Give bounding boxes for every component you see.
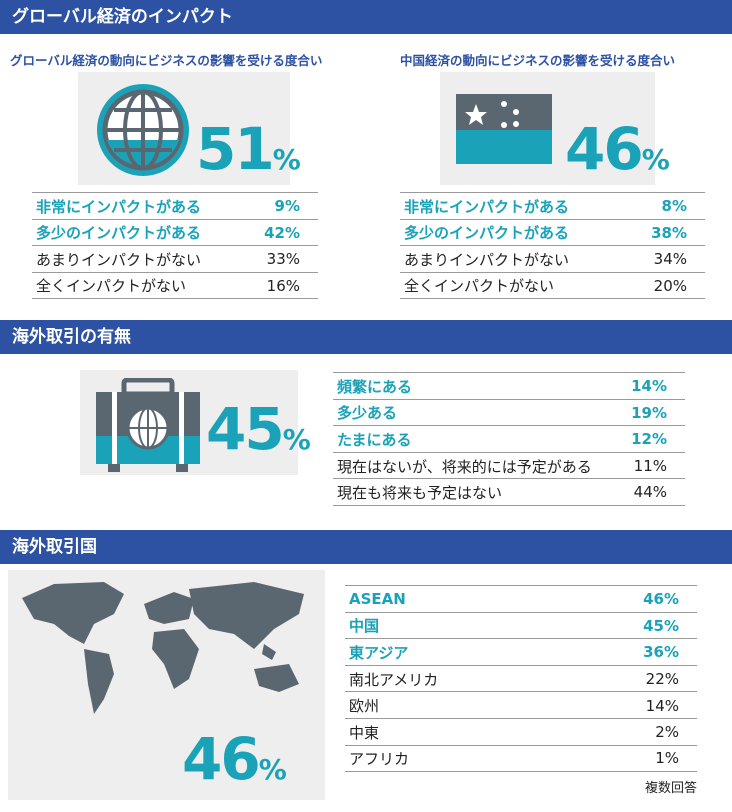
row-label: 全くインパクトがない bbox=[36, 277, 187, 296]
row-label: 中国 bbox=[349, 617, 380, 636]
row-label: アフリカ bbox=[349, 749, 410, 768]
table-row: 中国 45% bbox=[345, 611, 697, 640]
stat-number: 51 bbox=[196, 115, 275, 183]
row-label: 非常にインパクトがある bbox=[36, 197, 202, 216]
subtitle: グローバル経済の動向にビジネスの影響を受ける度合い bbox=[10, 53, 323, 68]
row-label: ASEAN bbox=[349, 590, 406, 609]
row-label: 欧州 bbox=[349, 697, 380, 716]
table-row: 中東 2% bbox=[345, 718, 697, 746]
row-value: 19% bbox=[631, 403, 667, 422]
table-row: 非常にインパクトがある 9% bbox=[32, 192, 318, 220]
row-value: 33% bbox=[266, 250, 300, 269]
row-label: 非常にインパクトがある bbox=[404, 197, 570, 216]
table-row: たまにある 12% bbox=[333, 425, 685, 453]
table-row: アフリカ 1% bbox=[345, 744, 697, 773]
table-row: 多少のインパクトがある 38% bbox=[400, 218, 705, 247]
table-row: あまりインパクトがない 34% bbox=[400, 245, 705, 273]
row-value: 38% bbox=[651, 223, 687, 242]
big-stat: 46% bbox=[182, 730, 287, 788]
big-stat: 51% bbox=[196, 120, 301, 178]
row-value: 36% bbox=[643, 643, 679, 662]
big-stat: 46% bbox=[565, 120, 670, 178]
row-value: 44% bbox=[633, 483, 667, 502]
row-label: あまりインパクトがない bbox=[36, 250, 202, 269]
row-label: 全くインパクトがない bbox=[404, 277, 555, 296]
row-value: 42% bbox=[264, 223, 300, 242]
table-row: 非常にインパクトがある 8% bbox=[400, 192, 705, 220]
subtitle: 中国経済の動向にビジネスの影響を受ける度合い bbox=[400, 53, 676, 68]
row-value: 14% bbox=[645, 696, 679, 715]
table-row: 多少のインパクトがある 42% bbox=[32, 218, 318, 247]
stat-unit: % bbox=[272, 143, 301, 176]
table-row: 欧州 14% bbox=[345, 691, 697, 719]
stat-number: 46 bbox=[565, 115, 644, 183]
row-value: 45% bbox=[643, 616, 679, 635]
stat-number: 45 bbox=[206, 395, 285, 463]
row-label: 現在も将来も予定はない bbox=[337, 483, 503, 502]
table-row: 全くインパクトがない 20% bbox=[400, 271, 705, 300]
row-label: あまりインパクトがない bbox=[404, 250, 570, 269]
row-label: 中東 bbox=[349, 723, 380, 742]
note: 複数回答 bbox=[644, 781, 697, 796]
row-value: 2% bbox=[655, 723, 679, 742]
row-value: 12% bbox=[631, 430, 667, 449]
row-value: 11% bbox=[633, 457, 667, 476]
section-header: グローバル経済のインパクト bbox=[0, 0, 732, 34]
suitcase-icon bbox=[96, 378, 200, 472]
globe-icon bbox=[97, 84, 189, 176]
big-stat: 45% bbox=[206, 400, 311, 458]
row-value: 1% bbox=[655, 749, 679, 768]
stat-unit: % bbox=[258, 753, 287, 786]
row-value: 34% bbox=[653, 250, 687, 269]
row-label: 多少ある bbox=[337, 404, 398, 423]
stat-unit: % bbox=[641, 143, 670, 176]
table-row: 現在はないが、将来的には予定がある 11% bbox=[333, 451, 685, 480]
row-value: 8% bbox=[661, 197, 687, 216]
section-header: 海外取引の有無 bbox=[0, 320, 732, 354]
stat-unit: % bbox=[282, 423, 311, 456]
row-value: 22% bbox=[645, 670, 679, 689]
world-map bbox=[22, 582, 304, 714]
table-row: 東アジア 36% bbox=[345, 638, 697, 666]
table-row: 多少ある 19% bbox=[333, 398, 685, 427]
row-value: 46% bbox=[643, 590, 679, 609]
row-label: 南北アメリカ bbox=[349, 670, 439, 689]
row-value: 16% bbox=[266, 276, 300, 295]
stat-number: 46 bbox=[182, 725, 261, 793]
table-row: 全くインパクトがない 16% bbox=[32, 271, 318, 300]
flag-icon bbox=[456, 94, 552, 164]
row-value: 9% bbox=[274, 197, 300, 216]
row-label: 現在はないが、将来的には予定がある bbox=[337, 457, 592, 476]
table-row: 南北アメリカ 22% bbox=[345, 664, 697, 693]
row-value: 20% bbox=[653, 276, 687, 295]
table-row: 現在も将来も予定はない 44% bbox=[333, 478, 685, 506]
row-label: 頻繁にある bbox=[337, 377, 413, 396]
row-label: 東アジア bbox=[349, 643, 409, 662]
row-value: 14% bbox=[631, 377, 667, 396]
table-row: 頻繁にある 14% bbox=[333, 372, 685, 400]
row-label: 多少のインパクトがある bbox=[404, 224, 570, 243]
table-row: あまりインパクトがない 33% bbox=[32, 245, 318, 273]
row-label: たまにある bbox=[337, 430, 412, 449]
table-row: ASEAN 46% bbox=[345, 585, 697, 613]
row-label: 多少のインパクトがある bbox=[36, 224, 202, 243]
section-header: 海外取引国 bbox=[0, 530, 732, 564]
